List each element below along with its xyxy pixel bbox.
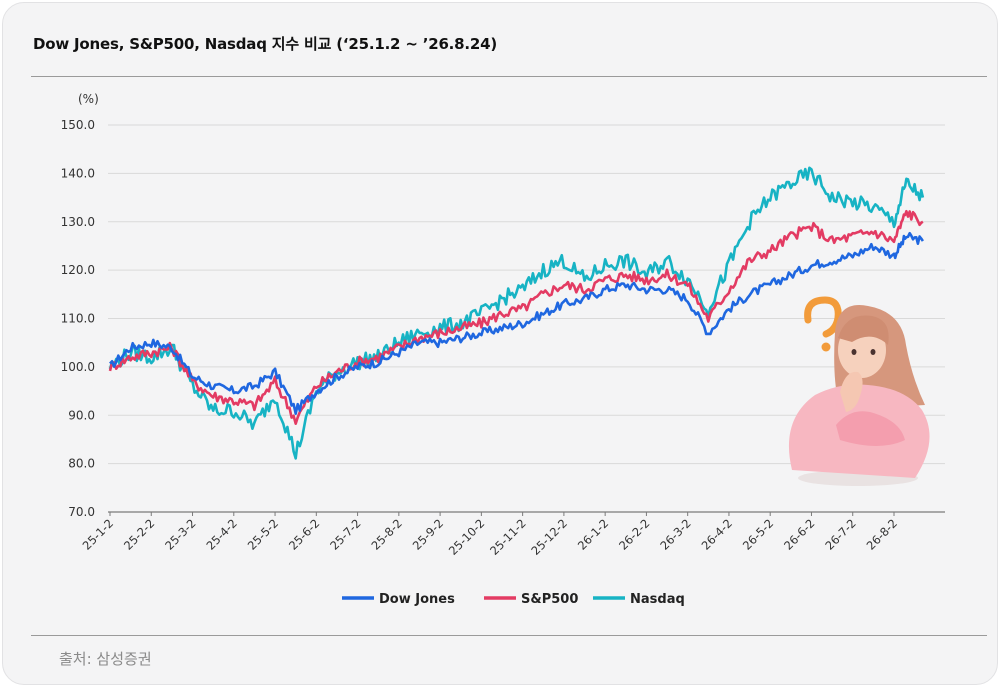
x-axis: 25-1-2 25-2-2 25-3-2 25-4-2 25-5-2 25-6-2 25-7… bbox=[80, 512, 900, 558]
legend-label: Dow Jones bbox=[379, 592, 455, 607]
thinking-woman-icon bbox=[788, 296, 930, 486]
y-tick-label: 130.0 bbox=[61, 215, 95, 229]
x-tick-label: 26-1-2 bbox=[575, 516, 611, 552]
legend: Dow Jones S&P500 Nasdaq bbox=[342, 592, 685, 607]
y-tick-label: 100.0 bbox=[61, 360, 95, 374]
x-tick-label: 25-3-2 bbox=[162, 516, 198, 552]
y-tick-label: 110.0 bbox=[61, 312, 95, 326]
x-tick-label: 26-6-2 bbox=[781, 516, 817, 552]
y-tick-label: 120.0 bbox=[61, 263, 95, 277]
x-tick-label: 26-4-2 bbox=[699, 516, 735, 552]
x-tick-label: 26-8-2 bbox=[864, 516, 900, 552]
x-tick-label: 25-8-2 bbox=[368, 516, 404, 552]
legend-label: Nasdaq bbox=[630, 592, 685, 607]
x-tick-label: 25-5-2 bbox=[245, 516, 281, 552]
x-tick-label: 25-10-2 bbox=[446, 516, 488, 558]
x-tick-label: 25-9-2 bbox=[410, 516, 446, 552]
source-divider bbox=[31, 635, 987, 636]
series-line-s-p500 bbox=[108, 209, 924, 425]
x-tick-label: 26-3-2 bbox=[657, 516, 693, 552]
x-tick-label: 25-11-2 bbox=[487, 516, 529, 558]
y-axis: 150.0 140.0 130.0 120.0 110.0 100.0 90.0 80.0 70… bbox=[61, 118, 95, 519]
x-tick-label: 26-7-2 bbox=[822, 516, 858, 552]
legend-label: S&P500 bbox=[521, 592, 578, 607]
x-tick-label: 25-7-2 bbox=[327, 516, 363, 552]
x-tick-label: 25-12-2 bbox=[528, 516, 570, 558]
y-tick-label: 80.0 bbox=[68, 457, 95, 471]
x-tick-label: 25-6-2 bbox=[286, 516, 322, 552]
x-tick-label: 25-1-2 bbox=[80, 516, 116, 552]
y-tick-label: 150.0 bbox=[61, 118, 95, 132]
y-tick-label: 70.0 bbox=[68, 505, 95, 519]
x-tick-label: 25-4-2 bbox=[203, 516, 239, 552]
title-divider bbox=[31, 76, 987, 77]
y-tick-label: 90.0 bbox=[68, 408, 95, 422]
x-tick-label: 26-5-2 bbox=[740, 516, 776, 552]
series-line-nasdaq bbox=[108, 166, 925, 460]
x-tick-label: 26-2-2 bbox=[616, 516, 652, 552]
source-note: 출처: 삼성증권 bbox=[59, 650, 152, 668]
x-tick-label: 25-2-2 bbox=[121, 516, 157, 552]
series-lines bbox=[108, 166, 925, 460]
series-line-dow-jones bbox=[109, 231, 924, 415]
y-axis-unit: (%) bbox=[78, 92, 99, 106]
y-tick-label: 140.0 bbox=[61, 166, 95, 180]
chart-title: Dow Jones, S&P500, Nasdaq 지수 비교 (‘25.1.2… bbox=[33, 35, 498, 53]
